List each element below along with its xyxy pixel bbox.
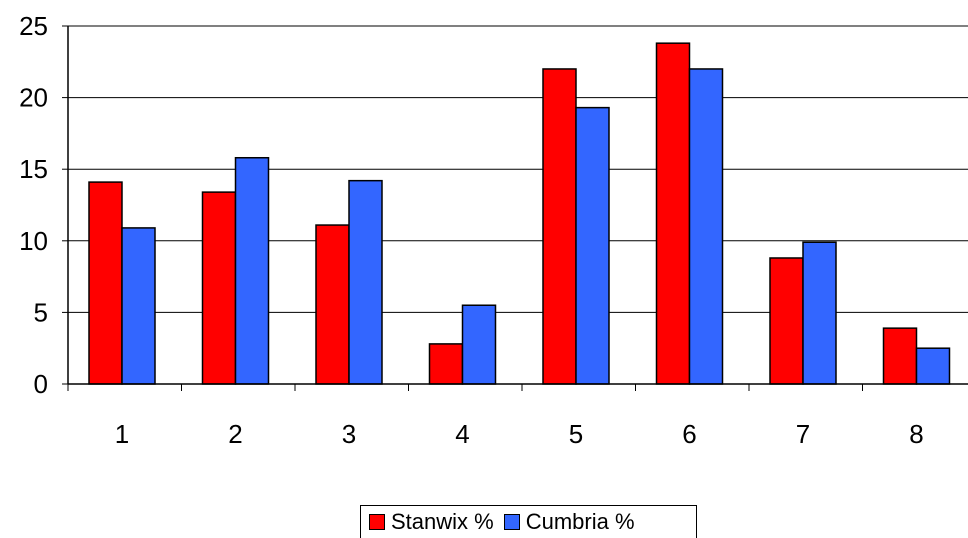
bar-cumbria-2 [234,156,270,385]
legend-label-stanwix: Stanwix % [391,509,494,534]
bar-stanwix-4 [428,343,464,385]
legend-item-stanwix: Stanwix % [369,509,494,535]
legend-item-cumbria: Cumbria % [503,509,635,535]
y-tick-label: 5 [34,297,48,327]
bar-stanwix-1 [88,181,123,385]
y-tick-label: 25 [19,11,48,41]
legend-swatch-stanwix [369,514,385,530]
x-tick-label: 2 [228,419,242,449]
y-tick-labels: 0 5 10 15 20 25 [19,11,48,399]
bar-chart: 0 5 10 15 20 25 1 2 3 4 5 6 7 8 [19,11,968,449]
x-tick-label: 1 [115,419,129,449]
bar-cumbria-6 [688,68,724,385]
bar-cumbria-1 [121,227,156,385]
x-tick-label: 7 [796,419,810,449]
x-tick-label: 3 [342,419,356,449]
bar-cumbria-8 [915,347,951,385]
bar-stanwix-3 [315,224,350,385]
x-tick-label: 6 [682,419,696,449]
bar-cumbria-7 [802,241,837,385]
bars [88,42,951,385]
bar-stanwix-2 [201,191,237,385]
x-tick-label: 4 [455,419,469,449]
bar-cumbria-3 [348,179,383,385]
y-tick-label: 10 [19,226,48,256]
bar-cumbria-5 [575,106,610,385]
bar-stanwix-5 [542,68,577,385]
axes [62,25,968,391]
legend: Stanwix % Cumbria % [360,505,697,538]
x-tick-label: 5 [569,419,583,449]
bar-stanwix-8 [882,327,918,385]
x-tick-labels: 1 2 3 4 5 6 7 8 [115,419,924,449]
bar-stanwix-7 [769,257,804,385]
x-tick-label: 8 [909,419,923,449]
y-tick-label: 0 [34,369,48,399]
y-tick-label: 20 [19,83,48,113]
bar-cumbria-4 [461,304,497,385]
bar-stanwix-6 [655,42,691,385]
legend-label-cumbria: Cumbria % [525,509,635,534]
y-tick-label: 15 [19,154,48,184]
legend-swatch-cumbria [503,514,520,530]
